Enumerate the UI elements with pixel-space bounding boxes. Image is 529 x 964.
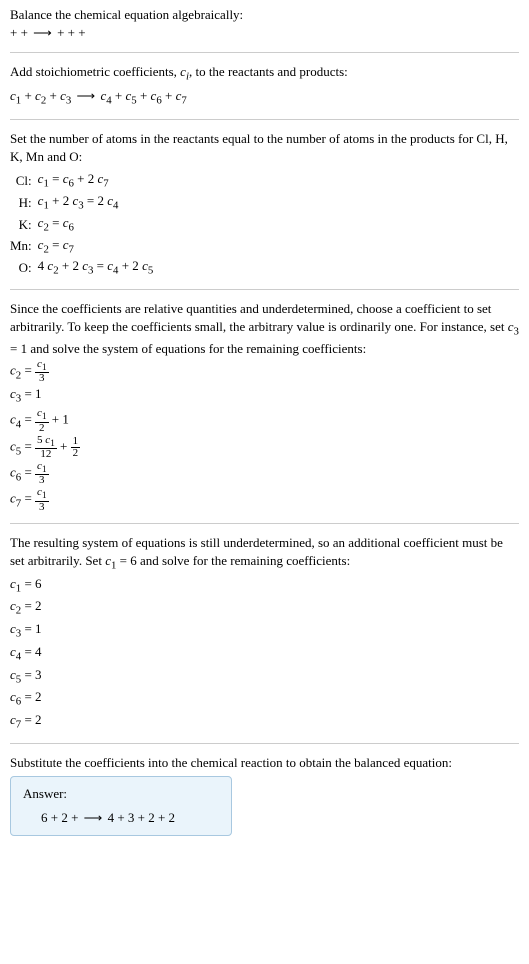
divider — [10, 523, 519, 524]
answer-rhs: 4 + 3 + 2 + 2 — [108, 810, 176, 825]
sep: + — [112, 88, 126, 103]
element-label: H: — [10, 192, 38, 214]
coeff-line: c5 = 3 — [10, 666, 519, 688]
sep: + — [46, 88, 60, 103]
element-label: K: — [10, 214, 38, 236]
still-section: The resulting system of equations is sti… — [10, 534, 519, 733]
atoms-row: Mn:c2 = c7 — [10, 236, 153, 258]
coeff-line: c5 = 5 c112 + 12 — [10, 435, 519, 460]
answer-lhs: 6 + 2 + — [41, 810, 82, 825]
answer-box: Answer: 6 + 2 + ⟶ 4 + 3 + 2 + 2 — [10, 776, 232, 836]
stoich-equation: c1 + c2 + c3 ⟶ c4 + c5 + c6 + c7 — [10, 87, 519, 109]
divider — [10, 289, 519, 290]
t: Since the coefficients are relative quan… — [10, 301, 508, 334]
coeff-line: c7 = c13 — [10, 487, 519, 512]
arrow-icon: ⟶ — [31, 25, 54, 40]
stoich-text-1: Add stoichiometric coefficients, — [10, 64, 180, 79]
element-equation: c2 = c6 — [38, 214, 154, 236]
coeff-line: c2 = 2 — [10, 597, 519, 619]
coeff-line: c2 = c13 — [10, 359, 519, 384]
underdet-text: Since the coefficients are relative quan… — [10, 300, 519, 358]
atoms-section: Set the number of atoms in the reactants… — [10, 130, 519, 279]
coeff-line: c4 = c12 + 1 — [10, 408, 519, 433]
stoich-rhs: c4 + c5 + c6 + c7 — [100, 88, 186, 103]
element-equation: c1 + 2 c3 = 2 c4 — [38, 192, 154, 214]
answer-title: Answer: — [23, 785, 219, 803]
sep: + — [21, 88, 35, 103]
coeff-line: c1 = 6 — [10, 575, 519, 597]
coeff-list-2: c1 = 6c2 = 2c3 = 1c4 = 4c5 = 3c6 = 2c7 =… — [10, 575, 519, 733]
sep: + — [137, 88, 151, 103]
intro-lhs: + + — [10, 25, 31, 40]
atoms-row: Cl:c1 = c6 + 2 c7 — [10, 170, 153, 192]
element-equation: c1 = c6 + 2 c7 — [38, 170, 154, 192]
atoms-row: O:4 c2 + 2 c3 = c4 + 2 c5 — [10, 257, 153, 279]
stoich-lhs: c1 + c2 + c3 — [10, 88, 71, 103]
coeff-line: c3 = 1 — [10, 620, 519, 642]
answer-equation: 6 + 2 + ⟶ 4 + 3 + 2 + 2 — [23, 809, 219, 827]
coeff-line: c4 = 4 — [10, 643, 519, 665]
element-label: O: — [10, 257, 38, 279]
atoms-intro: Set the number of atoms in the reactants… — [10, 130, 519, 166]
atoms-table: Cl:c1 = c6 + 2 c7H:c1 + 2 c3 = 2 c4K:c2 … — [10, 170, 153, 279]
intro: Balance the chemical equation algebraica… — [10, 6, 519, 42]
eq: = 1 — [10, 341, 27, 356]
stoich-text: Add stoichiometric coefficients, ci, to … — [10, 63, 519, 85]
eq: = 6 — [116, 553, 136, 568]
element-label: Mn: — [10, 236, 38, 258]
divider — [10, 52, 519, 53]
arrow-icon: ⟶ — [82, 810, 105, 825]
divider — [10, 119, 519, 120]
element-label: Cl: — [10, 170, 38, 192]
subst-text: Substitute the coefficients into the che… — [10, 754, 519, 772]
sub: 7 — [181, 95, 186, 107]
atoms-row: K:c2 = c6 — [10, 214, 153, 236]
sub: 3 — [514, 326, 519, 338]
t: and solve the system of equations for th… — [27, 341, 366, 356]
coeff-line: c7 = 2 — [10, 711, 519, 733]
intro-line1: Balance the chemical equation algebraica… — [10, 6, 519, 24]
still-text: The resulting system of equations is sti… — [10, 534, 519, 574]
stoich-section: Add stoichiometric coefficients, ci, to … — [10, 63, 519, 109]
divider — [10, 743, 519, 744]
t: and solve for the remaining coefficients… — [137, 553, 350, 568]
element-equation: 4 c2 + 2 c3 = c4 + 2 c5 — [38, 257, 154, 279]
atoms-row: H:c1 + 2 c3 = 2 c4 — [10, 192, 153, 214]
intro-line2: + + ⟶ + + + — [10, 24, 519, 42]
element-equation: c2 = c7 — [38, 236, 154, 258]
coeff-line: c3 = 1 — [10, 385, 519, 407]
arrow-icon: ⟶ — [75, 88, 98, 103]
coeff-line: c6 = c13 — [10, 461, 519, 486]
sub: 3 — [66, 95, 71, 107]
subst-section: Substitute the coefficients into the che… — [10, 754, 519, 837]
sep: + — [162, 88, 176, 103]
intro-rhs: + + + — [57, 25, 86, 40]
coeff-line: c6 = 2 — [10, 688, 519, 710]
stoich-text-2: , to the reactants and products: — [189, 64, 348, 79]
coeff-list-1: c2 = c13c3 = 1c4 = c12 + 1c5 = 5 c112 + … — [10, 359, 519, 513]
underdet-section: Since the coefficients are relative quan… — [10, 300, 519, 513]
